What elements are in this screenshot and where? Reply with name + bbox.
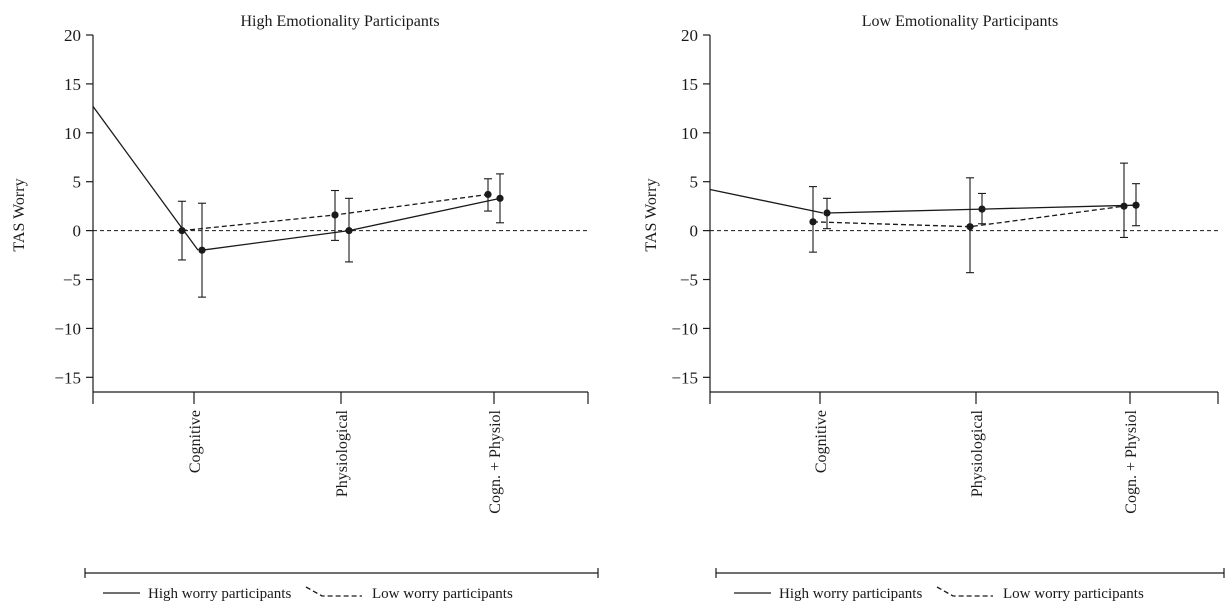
data-point-high-worry xyxy=(496,194,504,202)
y-tick-label: 0 xyxy=(690,222,699,241)
y-tick-label: 5 xyxy=(690,173,699,192)
x-tick-label: Cogn. + Physiol xyxy=(1123,409,1140,513)
y-tick-label: −5 xyxy=(63,271,81,290)
series-lead-in-line xyxy=(92,106,199,251)
x-tick-label: Physiological xyxy=(969,409,986,497)
y-axis-label: TAS Worry xyxy=(643,178,660,251)
legend-swatch-low-worry xyxy=(936,586,993,597)
y-tick-label: 15 xyxy=(681,75,698,94)
y-tick-label: 10 xyxy=(64,124,81,143)
y-tick-label: 0 xyxy=(73,222,82,241)
data-point-high-worry xyxy=(198,246,206,254)
data-point-low-worry xyxy=(1120,202,1128,210)
y-tick-label: 20 xyxy=(64,26,81,45)
legend-label-high-worry: High worry participants xyxy=(148,586,291,602)
series-line-low-worry xyxy=(812,205,1125,228)
y-tick-label: −15 xyxy=(54,368,81,387)
x-tick-label: Cognitive xyxy=(187,410,204,473)
y-tick-label: 10 xyxy=(681,124,698,143)
y-tick-label: 5 xyxy=(73,173,82,192)
y-tick-label: 20 xyxy=(681,26,698,45)
data-point-low-worry xyxy=(484,190,492,199)
y-tick-label: −5 xyxy=(680,271,698,290)
x-tick-label: Cognitive xyxy=(813,410,830,473)
data-point-low-worry xyxy=(809,218,817,226)
y-tick-label: −10 xyxy=(54,319,81,338)
data-point-high-worry xyxy=(978,205,986,213)
chart-title: Low Emotionality Participants xyxy=(862,13,1058,30)
y-tick-label: 15 xyxy=(64,75,81,94)
data-point-high-worry xyxy=(345,227,353,235)
legend-label-high-worry: High worry participants xyxy=(779,586,922,602)
y-tick-label: −15 xyxy=(671,368,698,387)
legend-label-low-worry: Low worry participants xyxy=(1003,586,1144,602)
x-tick-label: Physiological xyxy=(334,409,351,497)
data-point-low-worry xyxy=(966,223,974,231)
series-lead-in-line xyxy=(709,188,824,214)
data-point-high-worry xyxy=(1132,201,1140,209)
data-point-low-worry xyxy=(178,227,186,235)
chart-panel-low-emotionality: Low Emotionality Participants TAS Worry … xyxy=(643,13,1225,602)
x-tick-label: Cogn. + Physiol xyxy=(487,409,504,513)
chart-panel-high-emotionality: High Emotionality Participants TAS Worry… xyxy=(11,13,599,602)
legend-label-low-worry: Low worry participants xyxy=(372,586,513,602)
chart-title: High Emotionality Participants xyxy=(240,13,439,30)
y-axis-label: TAS Worry xyxy=(11,178,28,251)
legend-swatch-low-worry xyxy=(305,586,362,597)
data-point-high-worry xyxy=(823,209,831,217)
y-tick-label: −10 xyxy=(671,319,698,338)
data-point-low-worry xyxy=(331,211,339,219)
